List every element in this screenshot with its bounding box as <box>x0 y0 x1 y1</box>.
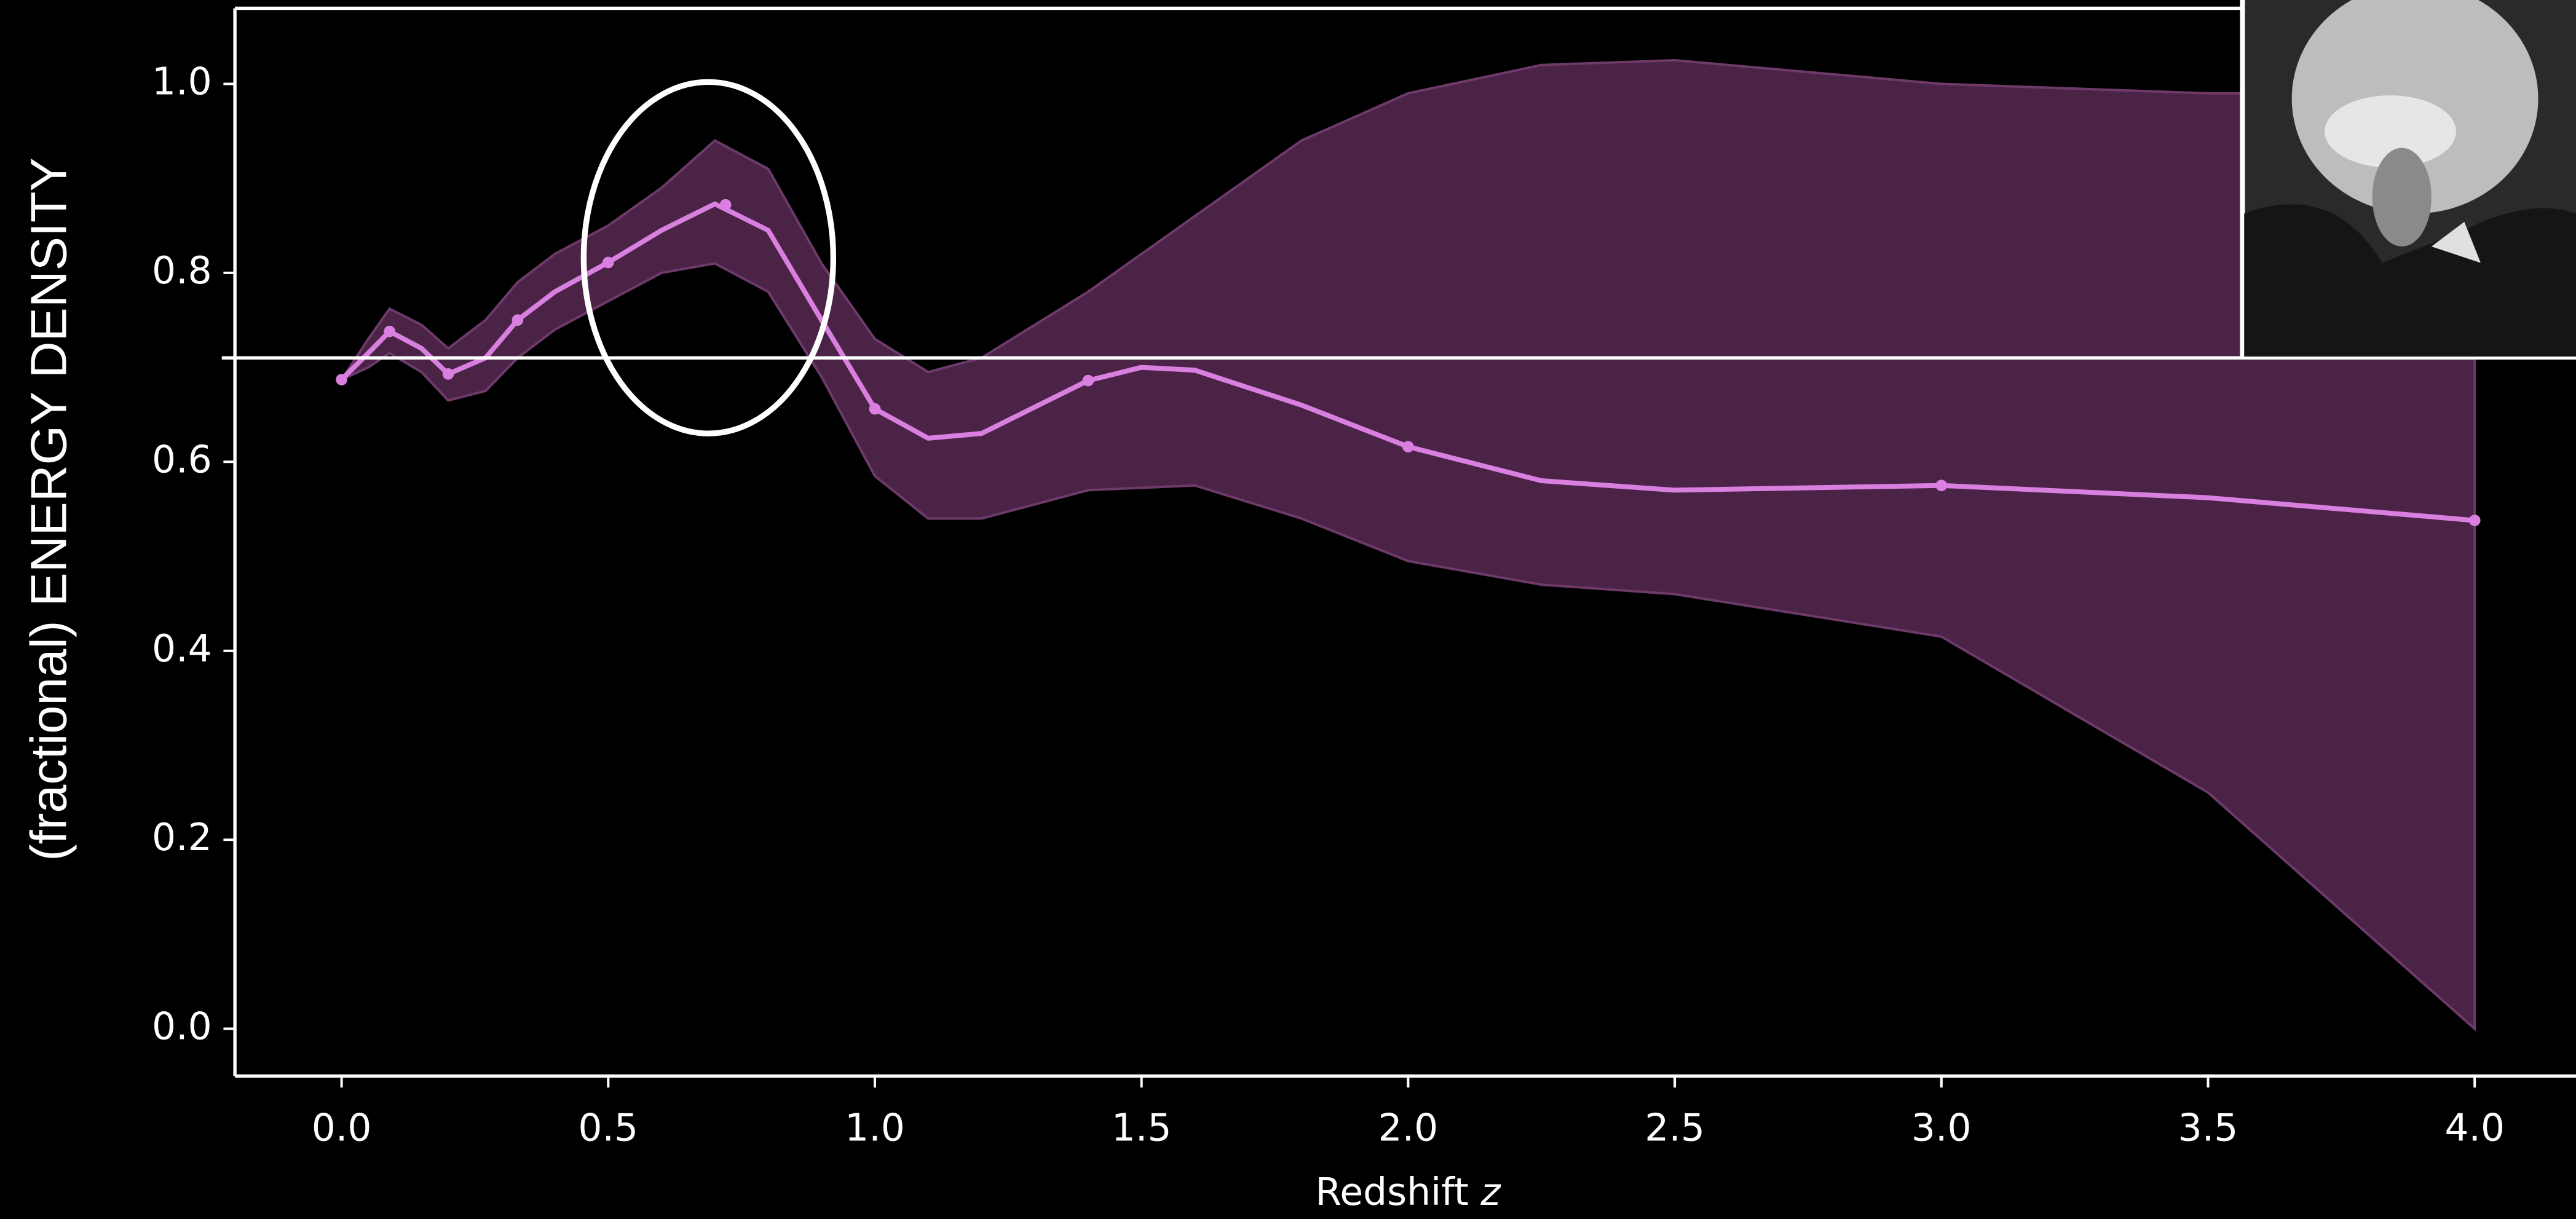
photo-coat <box>2244 204 2576 357</box>
data-point <box>442 368 454 380</box>
x-tick-label: 0.5 <box>578 1107 638 1150</box>
data-point <box>1935 479 1948 492</box>
x-tick-label: 3.0 <box>1911 1107 1972 1150</box>
x-axis-label: Redshift z <box>1315 1170 1501 1214</box>
y-tick-label: 0.6 <box>152 438 212 481</box>
x-tick-label: 2.5 <box>1645 1107 1705 1150</box>
data-point <box>1402 441 1414 453</box>
x-tick-label: 0.0 <box>312 1107 372 1150</box>
y-tick-label: 0.8 <box>152 249 212 293</box>
photo-collar <box>2431 221 2481 263</box>
inset-photo <box>2240 0 2576 359</box>
data-point <box>1082 374 1094 387</box>
x-tick-label: 1.0 <box>845 1107 905 1150</box>
x-axis-label-variable: z <box>1480 1170 1501 1214</box>
data-point <box>384 325 396 337</box>
highlight-ellipse <box>580 79 837 436</box>
confidence-band <box>338 59 2476 1032</box>
photo-moustache <box>2325 95 2456 168</box>
x-tick-label: 4.0 <box>2444 1107 2505 1150</box>
x-tick-label: 1.5 <box>1112 1107 1172 1150</box>
data-point <box>2468 515 2481 526</box>
x-axis-label-text: Redshift <box>1315 1170 1468 1214</box>
data-point <box>336 374 347 385</box>
data-point <box>719 199 732 211</box>
y-tick-label: 0.2 <box>152 816 212 859</box>
y-tick-label: 0.4 <box>152 627 212 671</box>
data-point <box>512 314 524 326</box>
y-tick-label: 0.0 <box>152 1005 212 1049</box>
y-tick-label: 1.0 <box>152 60 212 104</box>
plot-area: 0.0 0.5 1.0 1.5 2.0 2.5 3.0 3.5 4.0 0.0 0.2 0.4 0.6 0… <box>152 6 2576 1150</box>
data-point <box>869 403 881 415</box>
x-tick-label: 3.5 <box>2178 1107 2238 1150</box>
mean-line <box>339 201 2475 523</box>
photo-tongue <box>2372 148 2432 247</box>
y-axis-label: (fractional) ENERGY DENSITY <box>20 157 77 861</box>
data-point <box>602 256 614 269</box>
x-tick-label: 2.0 <box>1378 1107 1439 1150</box>
